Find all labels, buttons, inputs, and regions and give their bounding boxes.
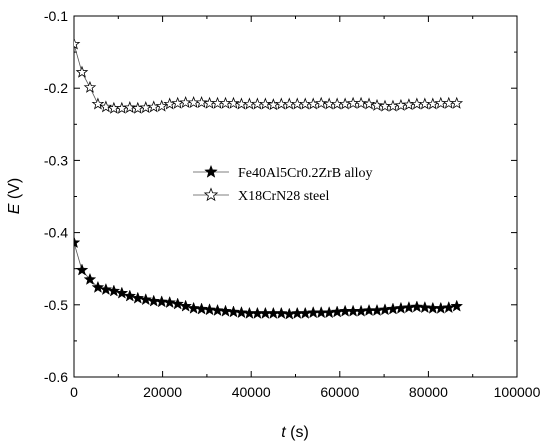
- y-tick-label--0-2: -0.2: [44, 80, 68, 96]
- legend-marker-alloy: [204, 164, 218, 178]
- series-0-point: [235, 306, 248, 319]
- series-0-point: [370, 303, 384, 317]
- series-0-point: [378, 303, 392, 316]
- series-1-point: [402, 98, 416, 111]
- series-1-point: [115, 101, 129, 114]
- series-1-point: [227, 96, 240, 109]
- series-1-point: [163, 97, 177, 110]
- series-0-point: [75, 263, 89, 276]
- x-tick-label-60000: 60000: [320, 384, 359, 400]
- series-0-point: [123, 289, 137, 302]
- legend-star-0: [204, 164, 218, 178]
- series-1-point: [267, 98, 280, 111]
- series-0-point: [386, 302, 400, 315]
- series-1-point: [259, 97, 272, 110]
- series-0-point: [115, 286, 129, 299]
- series-1-point: [75, 65, 89, 78]
- series-0-point: [211, 303, 224, 317]
- series-0: [74, 235, 464, 320]
- x-axis-ticks: 0 20000 40000 60000 80000 100000: [70, 16, 541, 400]
- series-1-point: [426, 97, 440, 110]
- series-1-point: [74, 37, 81, 50]
- series-1-point: [147, 100, 161, 113]
- series-0-point: [394, 301, 408, 314]
- series-0-point: [187, 301, 200, 314]
- x-axis-title: t (s): [281, 424, 309, 441]
- series-1: [74, 37, 464, 114]
- series-1-point: [306, 97, 320, 110]
- y-tick-label--0-3: -0.3: [44, 152, 68, 168]
- series-0-point: [298, 306, 312, 319]
- series-0-point: [274, 306, 288, 319]
- series-1-point: [171, 96, 184, 109]
- series-0-point: [83, 272, 97, 285]
- series-1-point: [450, 96, 464, 109]
- series-0-point: [203, 303, 216, 316]
- series-0-point: [402, 300, 416, 314]
- series-0-point: [163, 295, 177, 309]
- series-0-point: [171, 297, 185, 310]
- series-0-point: [282, 307, 296, 320]
- series-0-point: [410, 300, 424, 313]
- x-tick-label-40000: 40000: [232, 384, 271, 400]
- series-0-point: [219, 304, 232, 317]
- series-1-point: [370, 98, 384, 111]
- series-1-point: [394, 98, 408, 111]
- series-0-line: [74, 242, 457, 315]
- series-0-point: [442, 300, 456, 314]
- x-tick-label-80000: 80000: [409, 384, 448, 400]
- series-0-point: [139, 293, 153, 306]
- y-tick-label--0-5: -0.5: [44, 297, 68, 313]
- series-0-point: [179, 299, 193, 312]
- series-0-point: [107, 284, 121, 297]
- x-tick-label-100000: 100000: [494, 384, 541, 400]
- series-0-point: [155, 295, 169, 308]
- x-tick-label-0: 0: [70, 384, 78, 400]
- series-0-point: [74, 235, 81, 249]
- series-layer: [74, 37, 464, 320]
- series-1-point: [386, 99, 400, 112]
- series-0-point: [131, 291, 145, 304]
- y-axis-title: E (V): [6, 178, 23, 214]
- series-1-point: [139, 101, 153, 114]
- series-1-point: [338, 97, 352, 110]
- series-0-point: [434, 301, 448, 314]
- series-1-point: [91, 97, 105, 110]
- series-0-point: [91, 280, 105, 293]
- series-0-point: [450, 299, 464, 312]
- series-0-point: [147, 294, 161, 307]
- series-0-point: [322, 306, 336, 319]
- legend-star-1: [203, 187, 219, 202]
- x-tick-label-20000: 20000: [143, 384, 182, 400]
- legend-label-alloy: Fe40Al5Cr0.2ZrB alloy: [238, 166, 373, 181]
- series-1-point: [195, 95, 208, 109]
- series-1-point: [83, 80, 97, 93]
- series-1-point: [354, 96, 368, 109]
- series-0-point: [418, 300, 432, 314]
- series-0-point: [99, 282, 113, 296]
- series-1-point: [99, 100, 113, 113]
- y-tick-label--0-6: -0.6: [44, 369, 68, 385]
- series-1-point: [362, 97, 376, 110]
- series-1-point: [131, 101, 145, 114]
- series-1-point: [155, 99, 169, 112]
- legend-marker-steel: [203, 187, 219, 202]
- series-1-point: [314, 96, 328, 109]
- series-0-point: [195, 302, 208, 315]
- legend: Fe40Al5Cr0.2ZrB alloy X18CrN28 steel: [193, 164, 373, 204]
- legend-label-steel: X18CrN28 steel: [238, 189, 329, 204]
- series-0-point: [227, 305, 240, 318]
- series-0-point: [354, 304, 368, 317]
- series-1-point: [123, 101, 137, 114]
- y-tick-label--0-1: -0.1: [44, 8, 68, 24]
- y-tick-label--0-4: -0.4: [44, 225, 68, 241]
- series-0-point: [330, 305, 344, 318]
- y-axis-ticks: -0.6 -0.5 -0.4 -0.3 -0.2 -0.1: [44, 8, 517, 385]
